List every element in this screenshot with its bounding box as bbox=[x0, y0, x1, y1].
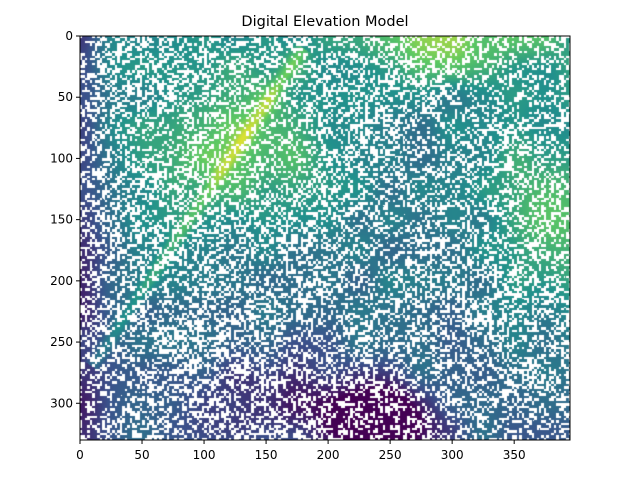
x-tick-label: 200 bbox=[317, 448, 340, 462]
x-tick-label: 0 bbox=[76, 448, 84, 462]
heatmap-canvas bbox=[80, 36, 570, 440]
y-tick-label: 100 bbox=[50, 151, 73, 165]
y-tick-label: 150 bbox=[50, 213, 73, 227]
x-tick-label: 100 bbox=[193, 448, 216, 462]
axes-frame bbox=[79, 35, 571, 441]
x-tick-label: 350 bbox=[503, 448, 526, 462]
chart-title: Digital Elevation Model bbox=[241, 14, 408, 30]
x-tick-label: 300 bbox=[441, 448, 464, 462]
heatmap-area bbox=[80, 36, 570, 440]
x-tick-label: 50 bbox=[134, 448, 149, 462]
x-tick-label: 150 bbox=[255, 448, 278, 462]
x-tick-label: 250 bbox=[379, 448, 402, 462]
y-tick-label: 250 bbox=[50, 335, 73, 349]
y-tick-label: 300 bbox=[50, 396, 73, 410]
y-tick-label: 0 bbox=[65, 29, 73, 43]
y-tick-label: 200 bbox=[50, 274, 73, 288]
x-axis: 0 50 100 150 200 250 300 350 bbox=[76, 440, 526, 462]
y-tick-label: 50 bbox=[58, 90, 73, 104]
y-axis: 0 50 100 150 200 250 300 bbox=[50, 29, 80, 410]
